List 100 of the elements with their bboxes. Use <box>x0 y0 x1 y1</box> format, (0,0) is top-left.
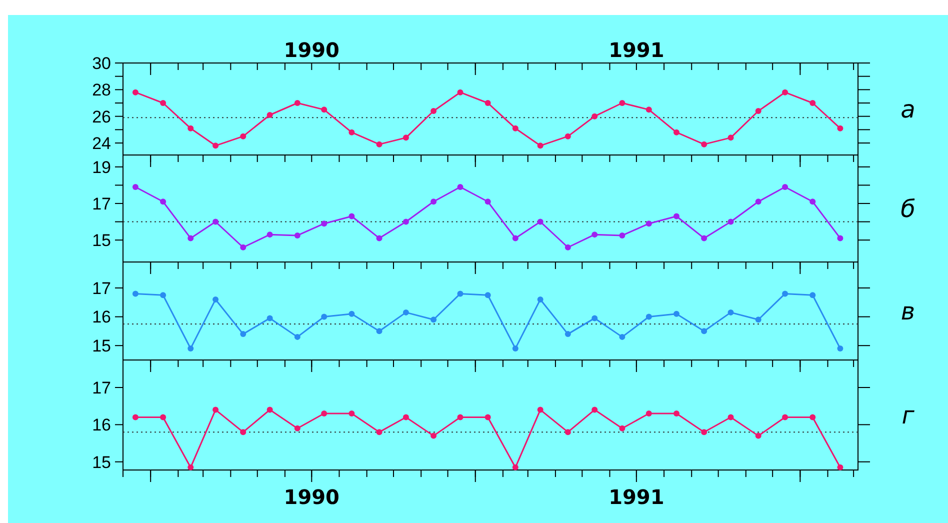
point <box>782 290 788 297</box>
point <box>457 184 464 190</box>
x2-tick-label: 1990 <box>284 38 340 62</box>
point <box>810 100 816 106</box>
point <box>212 406 219 413</box>
point <box>484 292 491 298</box>
point <box>512 464 518 470</box>
point <box>240 244 246 250</box>
point <box>564 331 571 338</box>
point <box>728 218 734 225</box>
point <box>430 432 437 439</box>
point <box>188 125 194 132</box>
point <box>348 213 355 220</box>
point <box>266 406 273 413</box>
point <box>512 345 518 352</box>
point <box>132 290 138 297</box>
point <box>212 218 219 225</box>
point <box>430 316 437 323</box>
point <box>457 290 464 297</box>
point <box>728 134 734 141</box>
point <box>837 125 844 132</box>
point <box>619 334 626 340</box>
point <box>402 134 409 141</box>
point <box>266 315 273 322</box>
point <box>646 220 652 227</box>
point <box>484 198 491 205</box>
point <box>266 232 273 238</box>
point <box>160 198 166 205</box>
point <box>376 328 382 334</box>
point <box>755 316 762 323</box>
point <box>592 406 598 413</box>
point <box>782 184 788 190</box>
point <box>376 141 382 148</box>
y-tick-label: 19 <box>92 158 111 177</box>
point <box>810 198 816 205</box>
point <box>132 414 138 420</box>
point <box>512 235 518 242</box>
point <box>701 141 708 148</box>
point <box>160 292 166 298</box>
y-tick-label: 15 <box>92 336 111 356</box>
point <box>240 429 246 436</box>
point <box>728 414 734 420</box>
point <box>376 429 382 436</box>
point <box>188 464 194 470</box>
point <box>701 235 708 242</box>
point <box>646 410 652 417</box>
y-tick-label: 15 <box>92 231 111 250</box>
point <box>673 129 680 136</box>
point <box>537 406 544 413</box>
point <box>810 414 816 420</box>
point <box>755 432 762 439</box>
y-tick-label: 28 <box>92 80 111 100</box>
y-tick-label: 26 <box>92 107 111 126</box>
point <box>348 129 355 136</box>
y-tick-label: 17 <box>92 194 111 214</box>
point <box>402 414 409 420</box>
point <box>755 108 762 114</box>
point <box>673 310 680 317</box>
point <box>294 425 300 432</box>
point <box>646 314 652 320</box>
point <box>212 296 219 302</box>
y-tick-label: 17 <box>92 278 111 298</box>
point <box>810 292 816 298</box>
point <box>564 429 571 436</box>
y-tick-label: 16 <box>92 308 111 327</box>
point <box>728 309 734 316</box>
point <box>266 112 273 118</box>
point <box>564 244 571 250</box>
point <box>188 235 194 242</box>
y-tick-label: 17 <box>92 378 111 398</box>
point <box>348 310 355 317</box>
point <box>646 106 652 113</box>
point <box>782 414 788 420</box>
point <box>457 414 464 420</box>
point <box>755 198 762 205</box>
text: в <box>900 297 916 326</box>
point <box>321 410 328 417</box>
point <box>294 334 300 340</box>
text: б <box>900 194 916 223</box>
point <box>782 89 788 96</box>
point <box>457 89 464 96</box>
point <box>484 100 491 106</box>
y-tick-label: 16 <box>92 416 111 435</box>
point <box>321 314 328 320</box>
y-tick-label: 24 <box>92 134 111 153</box>
point <box>537 218 544 225</box>
point <box>376 235 382 242</box>
point <box>837 464 844 470</box>
point <box>321 220 328 227</box>
point <box>673 213 680 220</box>
point <box>160 100 166 106</box>
point <box>212 142 219 149</box>
text: а <box>900 95 916 124</box>
point <box>592 113 598 120</box>
point <box>132 184 138 190</box>
point <box>132 89 138 96</box>
point <box>837 235 844 242</box>
point <box>701 328 708 334</box>
point <box>294 100 300 106</box>
point <box>619 100 626 106</box>
